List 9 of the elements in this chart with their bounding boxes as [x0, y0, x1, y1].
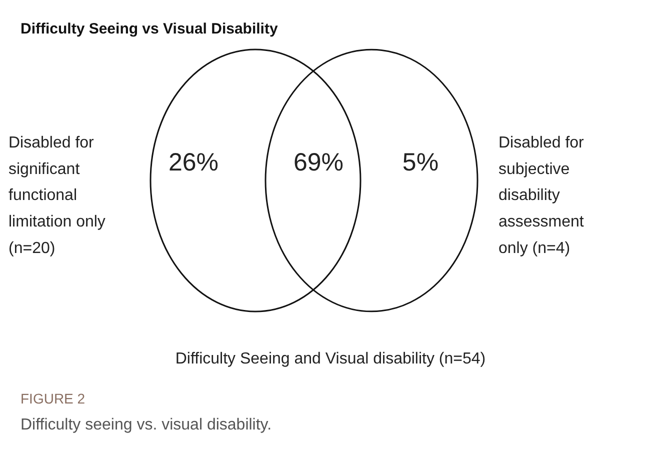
text: Difficulty seeing vs. visual disability.: [20, 416, 272, 434]
caption: FIGURE 2: [20, 390, 86, 406]
category-label: Disabled for significant functional limitation only (n=20): [8, 134, 106, 257]
category-label: Difficulty Seeing and Visual disability (n=54): [175, 350, 486, 368]
data-label: 69%: [293, 148, 344, 176]
data-label: 5%: [402, 148, 439, 176]
data-label: 26%: [168, 148, 219, 176]
text: Difficulty Seeing vs Visual Disability: [20, 20, 278, 38]
category-label: Disabled for subjective disability assessment only (n=4): [498, 134, 585, 257]
